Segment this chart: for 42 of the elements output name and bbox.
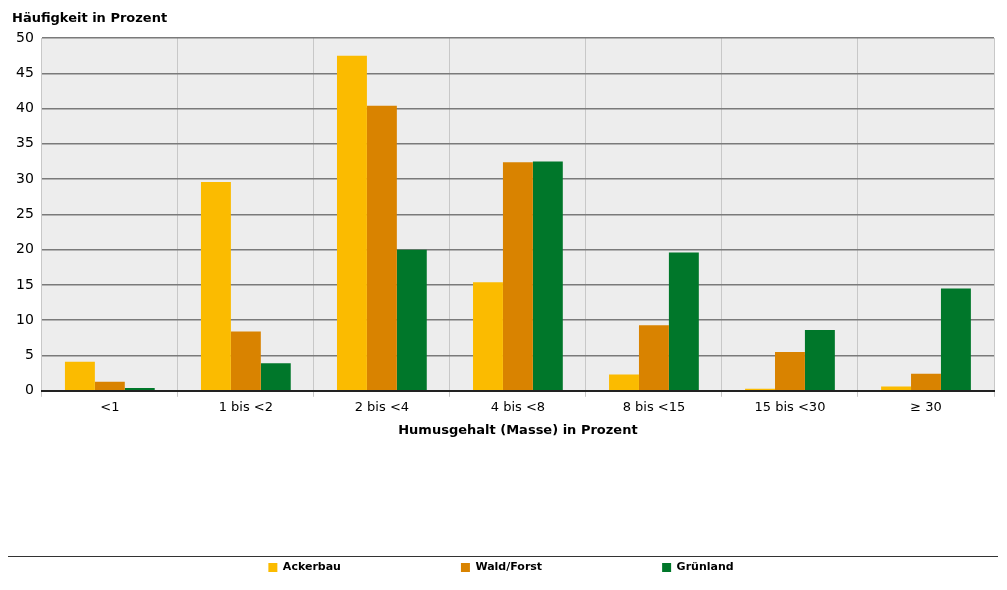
bar xyxy=(804,330,835,391)
bar xyxy=(775,351,805,391)
y-axis-title: Häufigkeit in Prozent xyxy=(12,9,168,25)
x-tick-label: 2 bis <4 xyxy=(354,398,410,414)
y-tick-label: 35 xyxy=(15,134,34,151)
legend-label: Wald/Forst xyxy=(475,560,543,574)
x-tick-label: ≥ 30 xyxy=(910,398,942,414)
legend-label: Grünland xyxy=(676,560,734,574)
bar xyxy=(911,373,941,391)
bar xyxy=(668,252,699,391)
y-tick-label: 40 xyxy=(15,99,34,116)
bar xyxy=(336,55,367,391)
y-tick-label: 0 xyxy=(24,381,34,398)
legend-label: Ackerbau xyxy=(282,560,341,574)
x-tick-label: 4 bis <8 xyxy=(490,398,546,414)
bar xyxy=(473,282,503,391)
x-tick-label: 8 bis <15 xyxy=(622,398,686,414)
bar xyxy=(940,288,971,391)
bar xyxy=(532,161,563,391)
bar xyxy=(396,249,427,391)
y-tick-label: 10 xyxy=(15,310,34,327)
bar xyxy=(366,105,397,391)
y-tick-label: 25 xyxy=(15,205,34,222)
y-tick-label: 30 xyxy=(15,169,34,186)
bar xyxy=(638,325,669,391)
bar xyxy=(124,387,155,391)
y-tick-label: 15 xyxy=(15,275,34,292)
bar xyxy=(230,331,261,391)
bar xyxy=(200,181,231,391)
bar xyxy=(609,374,639,391)
y-tick-label: 50 xyxy=(15,28,34,45)
bar xyxy=(64,361,95,391)
x-tick-label: <1 xyxy=(100,398,120,414)
y-tick-label: 5 xyxy=(24,346,34,363)
y-tick-label: 20 xyxy=(15,240,34,257)
bar xyxy=(94,381,125,391)
x-axis-title: Humusgehalt (Masse) in Prozent xyxy=(398,421,638,437)
bar xyxy=(502,162,533,391)
x-tick-label: 15 bis <30 xyxy=(754,398,826,414)
bar xyxy=(260,363,291,391)
y-tick-label: 45 xyxy=(15,63,34,80)
x-tick-label: 1 bis <2 xyxy=(218,398,274,414)
